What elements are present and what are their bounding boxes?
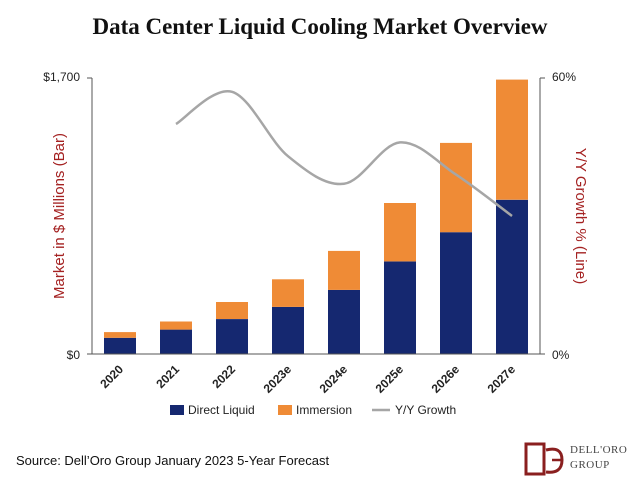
bar-immersion-2025e [384, 203, 416, 262]
bar-direct-2023e [272, 306, 304, 354]
legend: Direct Liquid Immersion Y/Y Growth [170, 403, 456, 417]
logo-mark-icon [524, 442, 564, 476]
bar-immersion-2022 [216, 302, 248, 319]
x-tick-2020: 2020 [97, 362, 126, 391]
bar-direct-2021 [160, 329, 192, 354]
legend-label-direct: Direct Liquid [188, 403, 255, 417]
bar-direct-2022 [216, 319, 248, 354]
y-axis-left: $0 $1,700 [43, 70, 80, 362]
y2-tick-0: 0% [552, 348, 570, 362]
x-tick-2025e: 2025e [373, 362, 407, 396]
bar-immersion-2027e [496, 79, 528, 200]
bar-direct-2020 [104, 337, 136, 354]
y2-axis-title: Y/Y Growth % (Line) [572, 148, 589, 284]
y-axis-title: Market in $ Millions (Bar) [51, 133, 68, 299]
x-tick-2026e: 2026e [429, 362, 463, 396]
bar-direct-2026e [440, 232, 472, 354]
bar-immersion-2026e [440, 142, 472, 233]
y-axis-right: 0% 60% [552, 70, 576, 362]
y2-tick-max: 60% [552, 70, 576, 84]
bar-immersion-2024e [328, 250, 360, 290]
plot-area: 2020 2021 2022 2023e 2024e 2025e 2026e 2027e [87, 77, 545, 396]
legend-swatch-immersion [278, 405, 292, 415]
bar-immersion-2021 [160, 321, 192, 330]
x-tick-2027e: 2027e [485, 362, 519, 396]
legend-label-growth: Y/Y Growth [395, 403, 456, 417]
chart-title: Data Center Liquid Cooling Market Overvi… [92, 14, 548, 39]
x-tick-2022: 2022 [209, 362, 238, 391]
bar-direct-2024e [328, 289, 360, 354]
growth-line [175, 90, 513, 218]
bar-direct-2025e [384, 261, 416, 354]
logo-name: DELL'ORO [570, 444, 628, 456]
legend-label-immersion: Immersion [296, 403, 352, 417]
bar-immersion-2020 [104, 332, 136, 338]
x-tick-2023e: 2023e [261, 362, 295, 396]
bar-immersion-2023e [272, 279, 304, 307]
delloro-logo: DELL'ORO GROUP [524, 440, 634, 480]
x-tick-2024e: 2024e [317, 362, 351, 396]
logo-sub: GROUP [570, 459, 610, 471]
source-note: Source: Dell’Oro Group January 2023 5-Ye… [16, 453, 330, 468]
y-tick-0: $0 [67, 348, 81, 362]
legend-swatch-direct [170, 405, 184, 415]
bar-direct-2027e [496, 199, 528, 354]
x-tick-2021: 2021 [153, 362, 182, 391]
y-tick-max: $1,700 [43, 70, 80, 84]
